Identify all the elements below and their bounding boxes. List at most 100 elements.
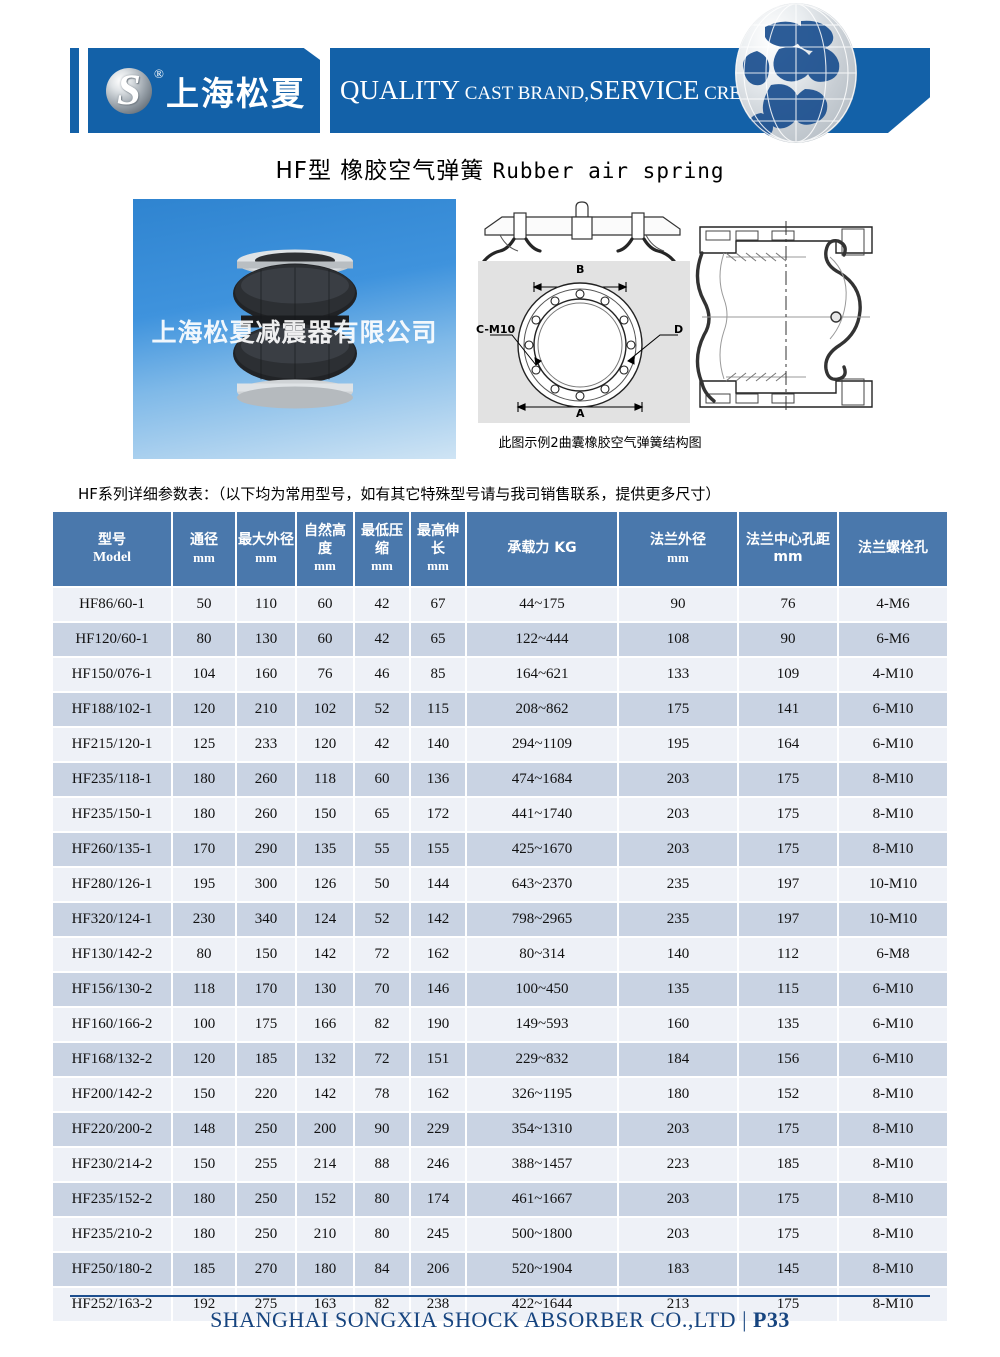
table-row: HF120/60-1 80 130 60 42 65 122~444 108 90 6-M6 [53, 623, 947, 656]
col-header-bore-unit: mm [193, 549, 215, 565]
cell-model: HF120/60-1 [53, 623, 171, 656]
cell-value: 104 [173, 658, 235, 691]
footer-separator: | [742, 1307, 747, 1332]
cell-value: 140 [411, 728, 465, 761]
cell-value: 155 [411, 833, 465, 866]
cell-value: 175 [739, 1288, 837, 1321]
cell-model: HF156/130-2 [53, 973, 171, 1006]
cell-value: 246 [411, 1148, 465, 1181]
cell-value: 255 [237, 1148, 295, 1181]
cell-value: 250 [237, 1218, 295, 1251]
cell-value: 72 [355, 938, 409, 971]
cell-value: 213 [619, 1288, 737, 1321]
cell-value: 110 [237, 588, 295, 621]
cell-value: 163 [297, 1288, 353, 1321]
cell-value: 10-M10 [839, 903, 947, 936]
cell-value: 76 [739, 588, 837, 621]
table-row: HF130/142-2 80 150 142 72 162 80~314 140 112 6-M8 [53, 938, 947, 971]
cell-value: 200 [297, 1113, 353, 1146]
table-row: HF235/118-1 180 260 118 60 136 474~1684 203 175 8… [53, 763, 947, 796]
flange-face-view: B A C-M10 D [476, 261, 690, 423]
cell-value: 461~1667 [467, 1183, 617, 1216]
cell-value: 118 [173, 973, 235, 1006]
cell-value: 115 [411, 693, 465, 726]
cell-value: 60 [297, 588, 353, 621]
table-row: HF235/150-1 180 260 150 65 172 441~1740 203 175 8… [53, 798, 947, 831]
col-header-max-od-unit: mm [255, 549, 277, 565]
cell-value: 8-M10 [839, 1078, 947, 1111]
cell-value: 82 [355, 1288, 409, 1321]
cell-value: 70 [355, 973, 409, 1006]
cell-value: 235 [619, 868, 737, 901]
cell-value: 175 [739, 833, 837, 866]
cell-value: 180 [297, 1253, 353, 1286]
cell-model: HF150/076-1 [53, 658, 171, 691]
cell-model: HF200/142-2 [53, 1078, 171, 1111]
cell-value: 150 [237, 938, 295, 971]
cell-value: 102 [297, 693, 353, 726]
cell-value: 4-M10 [839, 658, 947, 691]
cell-value: 55 [355, 833, 409, 866]
col-header-bore: 通径 mm [173, 512, 235, 586]
page-banner: S ® 上海松夏 QUALITY CAST BRAND,SERVICE CREA… [0, 0, 1000, 145]
cell-value: 100 [173, 1008, 235, 1041]
table-row: HF200/142-2 150 220 142 78 162 326~1195 180 152 8… [53, 1078, 947, 1111]
product-photo: 上海松夏减震器有限公司 [133, 199, 456, 459]
cell-value: 80 [173, 938, 235, 971]
cell-value: 190 [411, 1008, 465, 1041]
table-header-row: 型号 Model 通径 mm 最大外径 mm 自然高度 mm 最低压缩 mm 最… [53, 512, 947, 586]
cell-value: 42 [355, 588, 409, 621]
cell-value: 142 [297, 1078, 353, 1111]
cell-value: 185 [739, 1148, 837, 1181]
cell-value: 120 [173, 1043, 235, 1076]
cell-value: 118 [297, 763, 353, 796]
cell-value: 290 [237, 833, 295, 866]
cell-value: 150 [173, 1078, 235, 1111]
cell-value: 208~862 [467, 693, 617, 726]
cell-value: 80 [355, 1183, 409, 1216]
cell-value: 52 [355, 693, 409, 726]
cell-value: 175 [237, 1008, 295, 1041]
cell-value: 160 [237, 658, 295, 691]
col-header-natural-height-cn: 自然高度 [304, 523, 346, 557]
table-row: HF160/166-2 100 175 166 82 190 149~593 160 135 6-… [53, 1008, 947, 1041]
cell-value: 203 [619, 1218, 737, 1251]
cell-value: 294~1109 [467, 728, 617, 761]
table-row: HF150/076-1 104 160 76 46 85 164~621 133 109 4-M1… [53, 658, 947, 691]
cell-value: 72 [355, 1043, 409, 1076]
cell-value: 183 [619, 1253, 737, 1286]
emblem-letter: S [117, 67, 141, 114]
col-header-natural-height: 自然高度 mm [297, 512, 353, 586]
cell-value: 135 [619, 973, 737, 1006]
cell-value: 175 [619, 693, 737, 726]
cell-value: 124 [297, 903, 353, 936]
cell-value: 150 [173, 1148, 235, 1181]
cell-value: 192 [173, 1288, 235, 1321]
cross-section-drawing [695, 221, 873, 413]
cell-value: 46 [355, 658, 409, 691]
col-header-flange-od-unit: mm [667, 549, 689, 565]
cell-value: 52 [355, 903, 409, 936]
cell-value: 6-M10 [839, 693, 947, 726]
flange-drawing: B A C-M10 D 此图示例2曲囊橡胶空气弹簧结构图 [470, 199, 702, 469]
cell-value: 210 [297, 1218, 353, 1251]
cell-value: 180 [619, 1078, 737, 1111]
cell-value: 60 [355, 763, 409, 796]
banner-accent-bar [70, 48, 79, 133]
cell-value: 144 [411, 868, 465, 901]
cell-value: 162 [411, 938, 465, 971]
cell-value: 65 [411, 623, 465, 656]
cell-model: HF160/166-2 [53, 1008, 171, 1041]
cell-value: 8-M10 [839, 833, 947, 866]
cell-value: 8-M10 [839, 1288, 947, 1321]
cell-value: 132 [297, 1043, 353, 1076]
cell-value: 141 [739, 693, 837, 726]
figures-row: 上海松夏减震器有限公司 [0, 199, 1000, 469]
cell-value: 156 [739, 1043, 837, 1076]
cell-value: 6-M10 [839, 1043, 947, 1076]
cell-value: 146 [411, 973, 465, 1006]
cell-value: 130 [237, 623, 295, 656]
cell-value: 8-M10 [839, 1183, 947, 1216]
cell-value: 474~1684 [467, 763, 617, 796]
cell-value: 300 [237, 868, 295, 901]
